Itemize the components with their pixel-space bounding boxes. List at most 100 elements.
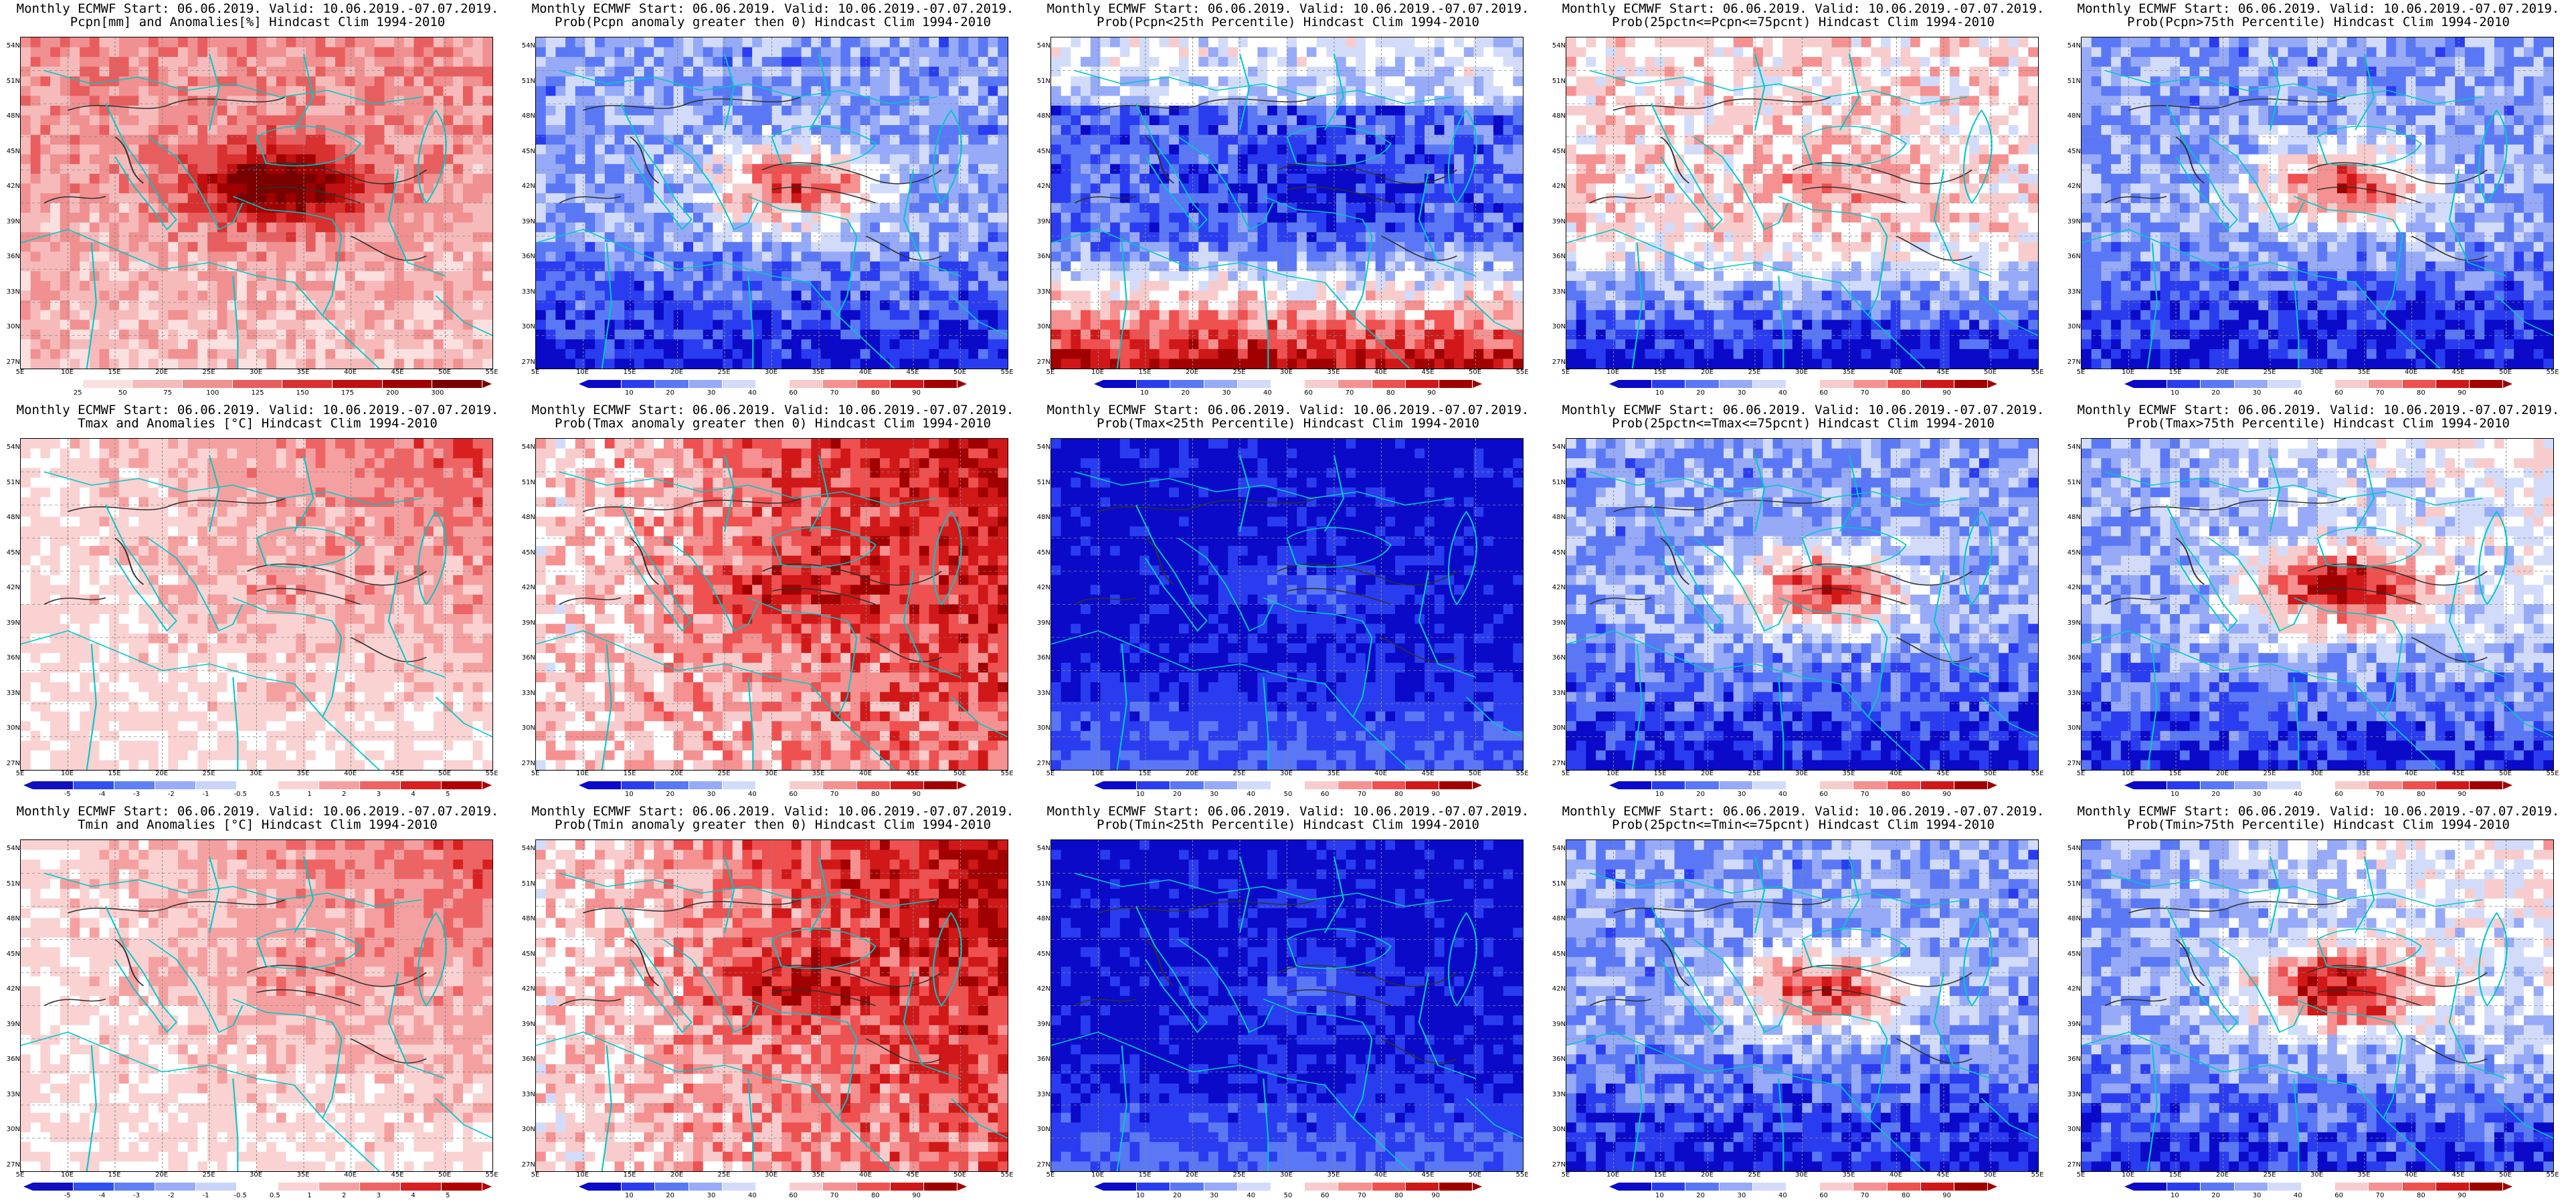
latitude-label: 27N <box>1547 1161 1566 1169</box>
longitude-label: 40E <box>1374 369 1387 376</box>
color-bar-label: 60 <box>2334 389 2343 397</box>
latitude-label: 48N <box>517 514 535 521</box>
longitude-label: 35E <box>1327 1171 1340 1179</box>
color-bar-segment <box>1786 1183 1821 1191</box>
color-bar <box>2124 380 2513 388</box>
color-bar-label: 60 <box>789 1192 798 1199</box>
latitude-label: 54N <box>1547 42 1566 49</box>
color-bar-segment <box>1954 781 1989 789</box>
color-bar-segment <box>2402 781 2436 789</box>
color-bar-label: 20 <box>666 791 674 798</box>
latitude-label: 51N <box>1032 880 1050 888</box>
color-bar-label: 10 <box>2171 389 2179 397</box>
longitude-label: 10E <box>576 770 589 777</box>
color-bar-label: 70 <box>2376 1192 2385 1199</box>
color-bar-segment <box>688 380 723 388</box>
color-bar-label: 40 <box>748 389 757 397</box>
color-bar <box>1609 781 1998 789</box>
map-field <box>2082 37 2553 369</box>
color-bar-segment <box>1752 380 1786 388</box>
color-bar-label: 70 <box>830 791 839 798</box>
color-bar-segment <box>1103 1183 1137 1191</box>
latitude-label: 36N <box>1 253 20 260</box>
latitude-label: 51N <box>1032 479 1050 486</box>
color-bar-segment <box>232 380 283 388</box>
color-bar-label: 60 <box>1321 791 1329 798</box>
latitude-label: 27N <box>2062 760 2081 767</box>
latitude-label: 39N <box>2062 218 2081 225</box>
longitude-label: 30E <box>250 770 262 777</box>
longitude-label: 45E <box>1936 1171 1949 1179</box>
latitude-label: 27N <box>517 760 535 767</box>
color-bar <box>23 781 492 789</box>
color-bar-segment <box>1820 1183 1854 1191</box>
color-bar-segment <box>755 380 790 388</box>
longitude-label: 30E <box>1795 1171 1808 1179</box>
longitude-label: 45E <box>1936 770 1949 777</box>
latitude-label: 36N <box>2062 654 2081 662</box>
color-bar-segment <box>1685 781 1720 789</box>
latitude-label: 36N <box>1032 654 1050 662</box>
map-area <box>535 37 1008 369</box>
latitude-label: 36N <box>517 654 535 662</box>
latitude-label: 51N <box>1547 78 1566 85</box>
color-bar-upper-arrow <box>957 380 968 388</box>
longitude-label: 55E <box>1000 369 1013 376</box>
latitude-label: 48N <box>2062 514 2081 521</box>
map-field <box>1566 840 2038 1171</box>
latitude-label: 30N <box>1032 323 1050 330</box>
latitude-label: 45N <box>517 148 535 155</box>
map-area <box>1566 839 2039 1172</box>
color-bar-label: 100 <box>206 389 219 397</box>
color-bar-label: 40 <box>1778 791 1787 798</box>
longitude-label: 15E <box>108 369 120 376</box>
longitude-label: 35E <box>1842 369 1855 376</box>
color-bar-segment <box>1652 781 1686 789</box>
latitude-label: 36N <box>1032 253 1050 260</box>
color-bar-label: -1 <box>202 1192 209 1199</box>
color-bar-segment <box>400 1183 442 1191</box>
color-bar-segment <box>1103 781 1137 789</box>
panel-title: Monthly ECMWF Start: 06.06.2019. Valid: … <box>2061 1 2576 16</box>
color-bar-segment <box>1372 781 1406 789</box>
color-bar-segment <box>1305 1183 1339 1191</box>
longitude-label: 40E <box>1374 770 1387 777</box>
latitude-label: 39N <box>1547 218 1566 225</box>
color-bar-label: 90 <box>1942 389 1951 397</box>
longitude-label: 10E <box>1606 770 1619 777</box>
color-bar-segment <box>1204 781 1238 789</box>
color-bar-label: 70 <box>1346 389 1354 397</box>
latitude-label: 45N <box>1 549 20 557</box>
map-field <box>1051 439 1523 770</box>
color-bar-segment <box>432 380 483 388</box>
latitude-label: 48N <box>1 915 20 922</box>
latitude-label: 54N <box>1 845 20 852</box>
latitude-label: 39N <box>2062 1021 2081 1028</box>
color-bar-segment <box>2234 781 2268 789</box>
latitude-label: 39N <box>1547 619 1566 627</box>
color-bar-segment <box>1170 380 1204 388</box>
color-bar-label: 80 <box>2417 791 2425 798</box>
color-bar-label: 25 <box>74 389 82 397</box>
latitude-label: 39N <box>1 218 20 225</box>
longitude-label: 20E <box>2216 770 2229 777</box>
color-bar-label: 20 <box>2211 1192 2220 1199</box>
latitude-label: 33N <box>517 690 535 697</box>
latitude-label: 54N <box>1547 845 1566 852</box>
color-bar-label: 150 <box>296 389 309 397</box>
panel-subtitle: Prob(Tmin<25th Percentile) Hindcast Clim… <box>1030 817 1546 832</box>
latitude-label: 27N <box>1 359 20 366</box>
latitude-label: 39N <box>1032 218 1050 225</box>
map-field <box>21 439 492 770</box>
longitude-label: 40E <box>2405 369 2417 376</box>
latitude-label: 27N <box>1547 359 1566 366</box>
color-bar-label: -1 <box>202 791 209 798</box>
longitude-label: 45E <box>1421 770 1434 777</box>
color-bar-segment <box>655 380 689 388</box>
latitude-label: 48N <box>1032 514 1050 521</box>
longitude-label: 10E <box>61 770 74 777</box>
color-bar-segment <box>1170 781 1204 789</box>
longitude-label: 10E <box>1606 1171 1619 1179</box>
color-bar-label: 60 <box>1819 389 1828 397</box>
longitude-label: 15E <box>1138 369 1151 376</box>
